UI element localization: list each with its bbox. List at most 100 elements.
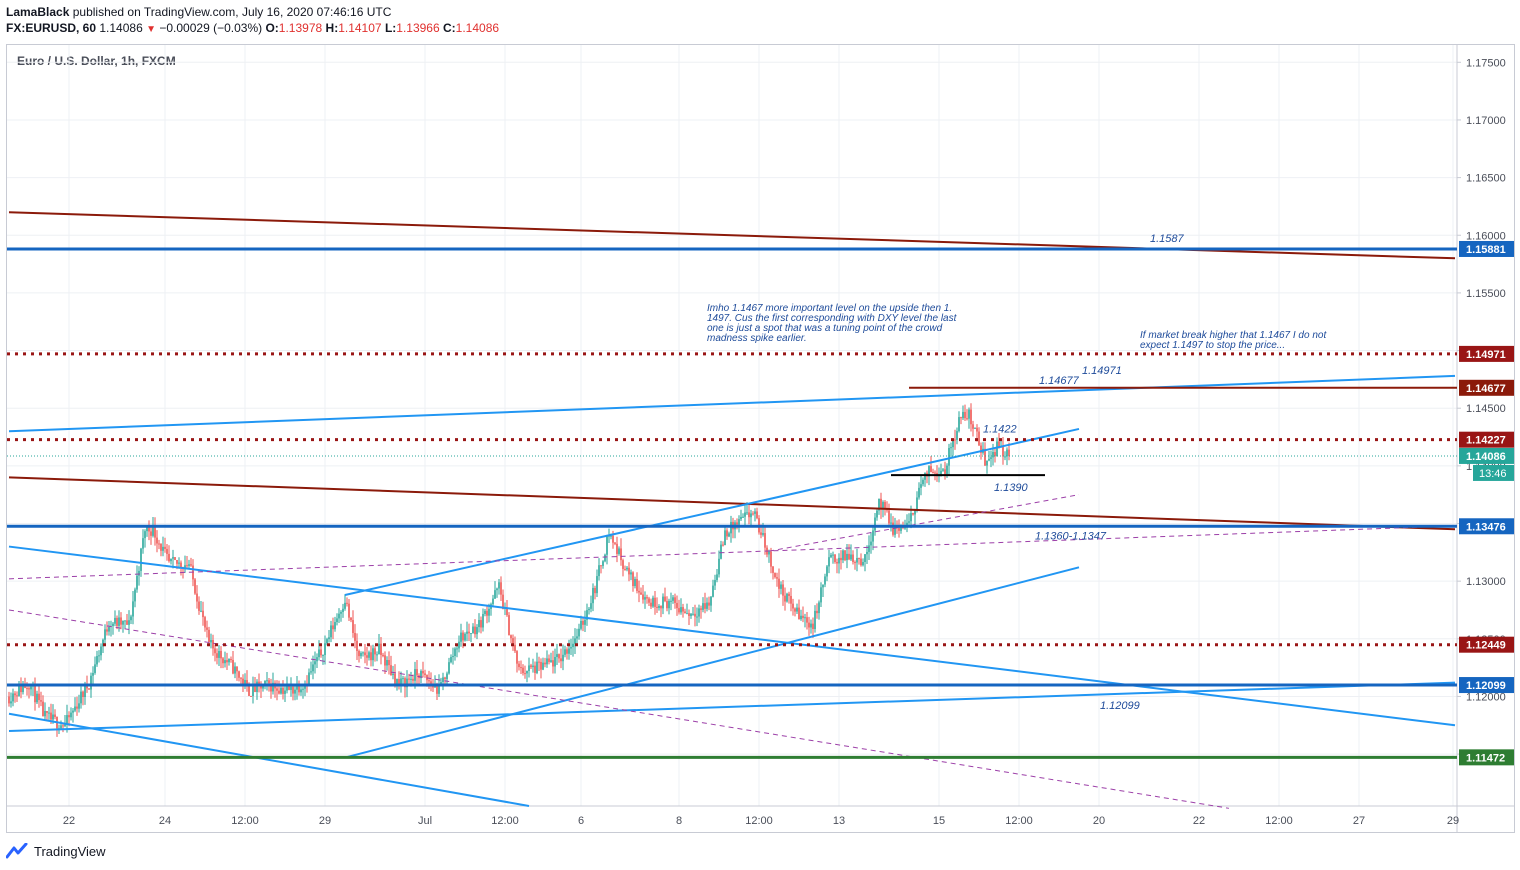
candle-body: [822, 584, 824, 588]
tradingview-footer[interactable]: TradingView: [6, 843, 106, 859]
candle-body: [680, 607, 682, 613]
dashed-trend-line[interactable]: [8, 609, 1230, 809]
candle-body: [512, 638, 514, 645]
dashed-trend-line[interactable]: [768, 494, 1080, 552]
candle-body: [946, 465, 948, 475]
candle-body: [526, 670, 528, 674]
candle-body: [84, 684, 86, 698]
candle-body: [672, 597, 674, 601]
candle-body: [296, 684, 298, 690]
candle-body: [662, 596, 664, 609]
candle-body: [372, 648, 374, 661]
candle-body: [440, 682, 442, 685]
trend-line[interactable]: [8, 681, 1456, 733]
candle-body: [522, 667, 524, 674]
candle-body: [724, 530, 726, 546]
candle-body: [762, 533, 764, 535]
candle-body: [68, 715, 70, 718]
price-chart[interactable]: Euro / U.S. Dollar, 1h, FXCM 1.17500 1.17…: [7, 45, 1514, 832]
candle-body: [966, 418, 968, 420]
candle-body: [618, 548, 620, 554]
candle-body: [446, 673, 448, 680]
candle-body: [12, 693, 14, 702]
candle-body: [584, 619, 586, 625]
candle-body: [218, 650, 220, 658]
candle-body: [270, 683, 272, 692]
candle-body: [244, 680, 246, 686]
candle-body: [708, 602, 710, 606]
candle-body: [780, 584, 782, 589]
candle-body: [670, 600, 672, 602]
candle-body: [842, 550, 844, 561]
candle-body: [924, 472, 926, 480]
candle-body: [362, 652, 364, 654]
candle-body: [430, 681, 432, 685]
candle-body: [416, 669, 418, 676]
candle-body: [666, 601, 668, 609]
candle-body: [958, 417, 960, 432]
time-tick-label: 15: [933, 815, 945, 827]
candle-body: [462, 632, 464, 641]
candle-body: [130, 616, 132, 621]
candle-body: [154, 525, 156, 538]
candle-body: [634, 579, 636, 587]
candle-body: [314, 661, 316, 665]
candle-body: [802, 615, 804, 619]
candle-body: [972, 424, 974, 429]
candle-body: [210, 640, 212, 643]
candle-body: [782, 584, 784, 596]
trend-line[interactable]: [8, 545, 1456, 727]
candle-body: [334, 622, 336, 630]
candle-body: [684, 611, 686, 614]
candle-body: [790, 595, 792, 604]
candle-body: [450, 657, 452, 663]
candle-body: [286, 686, 288, 691]
dashed-trend-line[interactable]: [8, 525, 1456, 580]
candle-body: [876, 510, 878, 518]
candle-body: [316, 657, 318, 662]
candle-body: [612, 535, 614, 543]
trend-line[interactable]: [344, 427, 1080, 596]
candle-body: [532, 665, 534, 668]
candle-body: [198, 601, 200, 611]
trend-line[interactable]: [8, 712, 530, 807]
candle-body: [146, 527, 148, 532]
candle-body: [870, 541, 872, 546]
candle-body: [638, 590, 640, 593]
candle-body: [358, 650, 360, 657]
trend-line[interactable]: [8, 476, 1456, 531]
candle-body: [642, 594, 644, 600]
legend-title: Euro / U.S. Dollar, 1h, FXCM: [17, 54, 176, 68]
candle-body: [738, 519, 740, 525]
candle-body: [648, 598, 650, 603]
candle-body: [330, 625, 332, 638]
candle-body: [1008, 449, 1010, 457]
time-tick-label: 24: [159, 815, 171, 827]
trend-line[interactable]: [8, 374, 1456, 433]
candle-body: [518, 663, 520, 668]
candle-body: [928, 466, 930, 477]
candle-body: [678, 608, 680, 613]
trend-line[interactable]: [344, 566, 1080, 759]
candle-body: [992, 452, 994, 458]
chart-frame[interactable]: Euro / U.S. Dollar, 1h, FXCM 1.17500 1.17…: [6, 44, 1515, 833]
author-name[interactable]: LamaBlack: [6, 5, 70, 19]
candle-body: [30, 686, 32, 690]
candle-body: [932, 471, 934, 473]
candle-body: [238, 671, 240, 678]
candle-body: [236, 666, 238, 672]
candle-body: [772, 566, 774, 573]
candle-body: [132, 601, 134, 617]
candle-body: [178, 562, 180, 564]
candle-body: [848, 553, 850, 560]
candle-body: [950, 447, 952, 449]
candle-body: [786, 593, 788, 602]
candle-body: [810, 623, 812, 628]
candle-body: [42, 701, 44, 717]
candle-body: [1002, 446, 1004, 457]
price-level-tag-text: 1.11472: [1466, 752, 1505, 764]
candle-body: [552, 660, 554, 667]
trend-line[interactable]: [8, 211, 1456, 260]
price-tick-label: 1.14500: [1466, 403, 1506, 415]
candle-body: [806, 617, 808, 623]
